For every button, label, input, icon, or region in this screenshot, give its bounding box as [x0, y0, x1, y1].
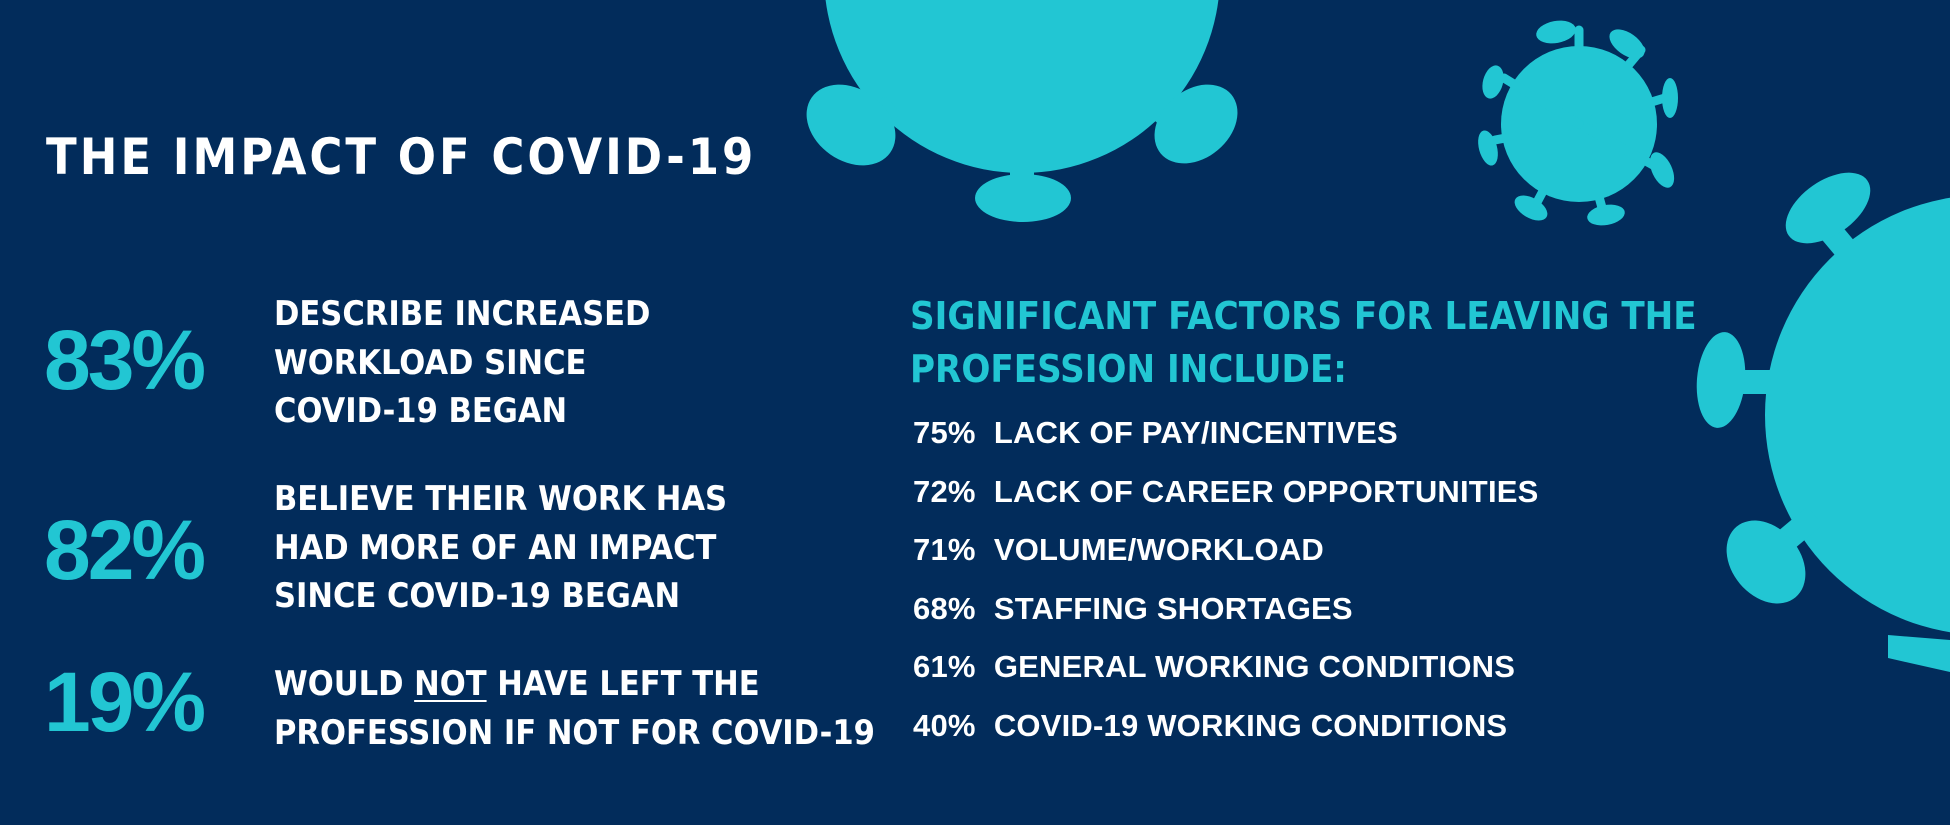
virus-icon: [1696, 172, 1950, 672]
stat-line: WOULD NOT HAVE LEFT THE: [274, 660, 875, 709]
factor-item: 72% LACK OF CAREER OPPORTUNITIES: [913, 469, 1539, 528]
factors-heading-line: SIGNIFICANT FACTORS FOR LEAVING THE: [910, 294, 1697, 338]
factor-item: 61% GENERAL WORKING CONDITIONS: [913, 644, 1539, 703]
factor-percent: 40%: [913, 707, 976, 743]
stat-line: WORKLOAD SINCE: [274, 342, 587, 383]
factor-label: GENERAL WORKING CONDITIONS: [993, 649, 1516, 684]
stat-text: WOULD: [274, 664, 415, 704]
stat-line: SINCE COVID-19 BEGAN: [274, 576, 681, 616]
virus-icon: [806, 0, 1238, 222]
factor-percent: 72%: [913, 473, 976, 509]
factors-heading: SIGNIFICANT FACTORS FOR LEAVING THE PROF…: [910, 290, 1697, 396]
virus-icon: [1478, 20, 1678, 226]
factor-label: VOLUME/WORKLOAD: [993, 532, 1325, 567]
stat-line: DESCRIBE INCREASED: [274, 294, 651, 334]
factor-item: 40% COVID-19 WORKING CONDITIONS: [913, 703, 1539, 762]
stat-line: BELIEVE THEIR WORK HAS: [274, 479, 728, 519]
factor-item: 75% LACK OF PAY/INCENTIVES: [913, 410, 1539, 469]
stat-description: BELIEVE THEIR WORK HAS HAD MORE OF AN IM…: [274, 475, 727, 621]
factor-item: 71% VOLUME/WORKLOAD: [913, 527, 1539, 586]
factor-percent: 61%: [913, 649, 976, 684]
stat-text: HAVE LEFT THE: [486, 664, 760, 704]
stat-description: DESCRIBE INCREASED WORKLOAD SINCE COVID-…: [274, 290, 650, 436]
emphasis-text: NOT: [414, 664, 487, 704]
stat-description: WOULD NOT HAVE LEFT THE PROFESSION IF NO…: [274, 660, 875, 757]
stat-value: 82%: [44, 503, 206, 597]
factor-percent: 68%: [913, 590, 976, 626]
factors-heading-line: PROFESSION INCLUDE:: [910, 347, 1347, 391]
factor-label: STAFFING SHORTAGES: [993, 590, 1353, 626]
factor-label: COVID-19 WORKING CONDITIONS: [993, 707, 1508, 743]
factor-percent: 75%: [913, 415, 976, 450]
stat-line: PROFESSION IF NOT FOR COVID-19: [274, 712, 875, 753]
factor-item: 68% STAFFING SHORTAGES: [913, 586, 1539, 645]
stat-value: 19%: [44, 655, 206, 749]
factor-label: LACK OF CAREER OPPORTUNITIES: [993, 473, 1539, 509]
stat-line: HAD MORE OF AN IMPACT: [274, 527, 717, 568]
page-title: THE IMPACT OF COVID-19: [46, 128, 757, 186]
stat-value: 83%: [44, 313, 206, 407]
factor-list: 75% LACK OF PAY/INCENTIVES 72% LACK OF C…: [913, 410, 1539, 761]
factor-label: LACK OF PAY/INCENTIVES: [993, 415, 1398, 450]
factor-percent: 71%: [913, 532, 976, 567]
stat-line: COVID-19 BEGAN: [274, 391, 568, 431]
